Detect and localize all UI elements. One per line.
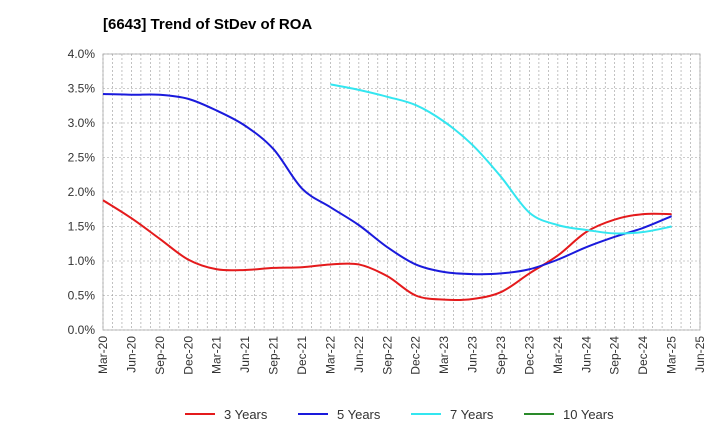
y-tick-label: 4.0% bbox=[68, 47, 96, 61]
x-tick-label: Jun-25 bbox=[693, 336, 707, 373]
x-tick-label: Sep-22 bbox=[380, 336, 394, 375]
legend-label: 7 Years bbox=[450, 407, 494, 422]
x-tick-label: Dec-23 bbox=[522, 336, 536, 375]
x-tick-label: Jun-24 bbox=[579, 336, 593, 373]
x-tick-label: Sep-21 bbox=[267, 336, 281, 375]
y-tick-label: 2.5% bbox=[68, 151, 96, 165]
legend: 3 Years 5 Years 7 Years 10 Years bbox=[185, 407, 614, 422]
x-tick-label: Sep-20 bbox=[153, 336, 167, 375]
x-tick-label: Dec-24 bbox=[636, 336, 650, 375]
x-tick-label: Jun-20 bbox=[124, 336, 138, 373]
x-tick-label: Jun-21 bbox=[238, 336, 252, 373]
x-tick-label: Sep-24 bbox=[608, 336, 622, 375]
y-tick-label: 3.0% bbox=[68, 116, 96, 130]
legend-label: 3 Years bbox=[224, 407, 268, 422]
x-tick-label: Mar-22 bbox=[323, 336, 337, 374]
x-tick-label: Dec-21 bbox=[295, 336, 309, 375]
chart-title: [6643] Trend of StDev of ROA bbox=[103, 16, 313, 33]
y-axis-ticks: 0.0% 0.5% 1.0% 1.5% 2.0% 2.5% 3.0% 3.5% 4.0% bbox=[68, 47, 96, 337]
legend-label: 10 Years bbox=[563, 407, 614, 422]
legend-label: 5 Years bbox=[337, 407, 381, 422]
x-tick-label: Mar-23 bbox=[437, 336, 451, 374]
x-tick-label: Jun-22 bbox=[352, 336, 366, 373]
y-tick-label: 0.5% bbox=[68, 289, 96, 303]
series-lines bbox=[102, 83, 672, 302]
x-axis-ticks: Mar-20 Jun-20 Sep-20 Dec-20 Mar-21 Jun-21 Sep-… bbox=[96, 336, 707, 375]
x-tick-label: Dec-22 bbox=[409, 336, 423, 375]
grid-lines bbox=[102, 53, 701, 331]
x-tick-label: Mar-20 bbox=[96, 336, 110, 374]
y-tick-label: 3.5% bbox=[68, 82, 96, 96]
x-tick-label: Mar-24 bbox=[551, 336, 565, 374]
x-tick-label: Mar-21 bbox=[210, 336, 224, 374]
series-line-3-years bbox=[102, 199, 672, 302]
x-tick-label: Sep-23 bbox=[494, 336, 508, 375]
series-line-7-years bbox=[330, 83, 672, 235]
x-tick-label: Dec-20 bbox=[181, 336, 195, 375]
y-tick-label: 2.0% bbox=[68, 185, 96, 199]
y-tick-label: 1.0% bbox=[68, 254, 96, 268]
series-line-5-years bbox=[102, 93, 672, 276]
y-tick-label: 0.0% bbox=[68, 323, 96, 337]
x-tick-label: Mar-25 bbox=[665, 336, 679, 374]
y-tick-label: 1.5% bbox=[68, 220, 96, 234]
x-tick-label: Jun-23 bbox=[466, 336, 480, 373]
